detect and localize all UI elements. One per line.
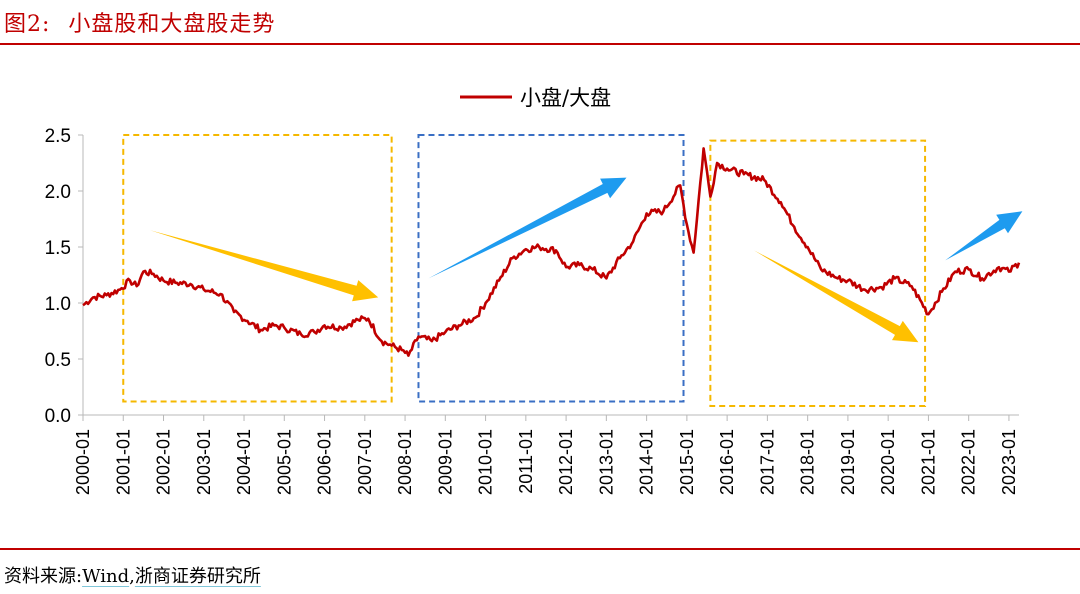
figure-number: 图2: [4, 12, 51, 37]
x-tick-label: 2006-01 [315, 429, 335, 495]
x-tick-label: 2016-01 [717, 429, 737, 495]
x-tick-label: 2004-01 [234, 429, 254, 495]
annotation-arrow-4 [945, 211, 1023, 261]
x-tick-label: 2012-01 [556, 429, 576, 495]
x-tick-label: 2018-01 [798, 429, 818, 495]
legend-label: 小盘/大盘 [520, 86, 611, 110]
axes: 0.0 0.5 1.0 1.5 2.0 2.5 2000-01 2001-01 2002-01 2… [45, 126, 1019, 495]
series-layer [82, 147, 1021, 357]
annotation-boxes [122, 134, 927, 408]
x-tick-label: 2003-01 [194, 429, 214, 495]
figure-caption: 小盘股和大盘股走势 [68, 12, 276, 37]
annotation-arrow-1 [150, 230, 379, 302]
annotation-arrow-3 [754, 250, 919, 343]
x-tick-label: 2015-01 [677, 429, 697, 495]
source-org: 浙商证券研究所 [134, 566, 261, 587]
y-tick-label: 2.5 [45, 126, 71, 147]
x-tick-label: 2000-01 [73, 429, 93, 495]
x-tick-label: 2019-01 [838, 429, 858, 495]
annotation-arrow-2 [428, 177, 627, 279]
y-tick-label: 0.5 [45, 350, 71, 371]
x-tick-label: 2014-01 [637, 429, 657, 495]
source-wind: Wind [82, 566, 130, 587]
y-tick-label: 1.5 [45, 238, 71, 259]
source-label: 资料来源: [4, 566, 83, 587]
source-note: 资料来源:Wind,浙商证券研究所 [4, 562, 261, 588]
top-rule [0, 43, 1080, 45]
x-tick-label: 2002-01 [154, 429, 174, 495]
x-tick-label: 2021-01 [918, 429, 938, 495]
x-tick-label: 2010-01 [476, 429, 496, 495]
chart: 0.0 0.5 1.0 1.5 2.0 2.5 2000-01 2001-01 2002-01 2… [45, 86, 1023, 495]
x-tick-label: 2023-01 [999, 429, 1019, 495]
x-tick-label: 2013-01 [596, 429, 616, 495]
x-tick-label: 2022-01 [959, 429, 979, 495]
annotation-box-1 [122, 134, 393, 403]
figure-title: 图2: 小盘股和大盘股走势 [4, 6, 275, 38]
x-tick-label: 2009-01 [435, 429, 455, 495]
x-tick-label: 2008-01 [395, 429, 415, 495]
annotation-box-3 [709, 139, 927, 408]
annotation-arrows [150, 177, 1023, 343]
x-tick-label: 2007-01 [355, 429, 375, 495]
x-tick-label: 2005-01 [274, 429, 294, 495]
y-tick-label: 1.0 [45, 294, 71, 315]
x-tick-label: 2011-01 [516, 429, 536, 494]
x-tick-label: 2001-01 [113, 429, 133, 495]
legend: 小盘/大盘 [460, 86, 611, 110]
annotation-box-2 [417, 134, 685, 403]
y-tick-label: 0.0 [45, 406, 71, 427]
source-separator: , [129, 566, 135, 587]
x-tick-label: 2017-01 [757, 429, 777, 495]
series-line-1 [82, 147, 1021, 357]
x-tick-label: 2020-01 [878, 429, 898, 495]
bottom-rule [0, 548, 1080, 550]
y-tick-label: 2.0 [45, 182, 71, 203]
